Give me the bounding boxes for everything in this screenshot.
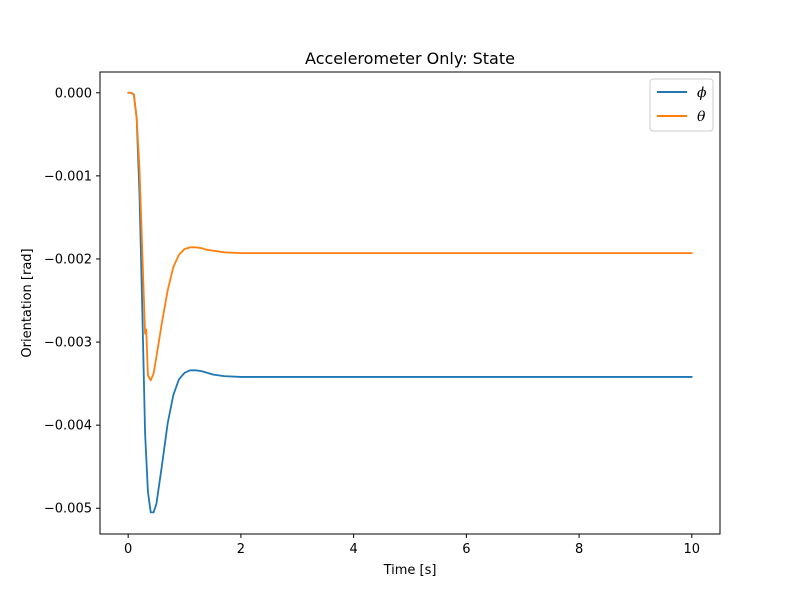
y-tick-label: −0.005 — [44, 502, 92, 517]
y-axis-ticks: 0.000 −0.001 −0.002 −0.003 −0.004 −0.005 — [44, 86, 100, 517]
x-tick-label: 10 — [684, 542, 701, 557]
legend-label-phi: ϕ — [697, 85, 707, 101]
y-tick-label: −0.003 — [44, 336, 92, 351]
x-tick-label: 0 — [124, 542, 132, 557]
series-layer — [127, 91, 693, 514]
y-tick-label: 0.000 — [55, 86, 92, 101]
x-tick-label: 4 — [349, 542, 357, 557]
plot-area — [99, 71, 721, 535]
legend: ϕ θ — [649, 78, 714, 132]
series-line-phi — [127, 91, 693, 514]
x-tick-label: 8 — [575, 542, 583, 557]
x-axis-ticks: 0 2 4 6 8 10 — [124, 534, 700, 557]
y-tick-label: −0.004 — [44, 419, 92, 434]
chart-title: Accelerometer Only: State — [305, 49, 515, 68]
legend-label-theta: θ — [697, 109, 706, 125]
y-axis-label: Orientation [rad] — [20, 248, 35, 357]
series-line-theta — [127, 91, 693, 382]
y-tick-label: −0.001 — [44, 169, 92, 184]
x-tick-label: 2 — [237, 542, 245, 557]
x-tick-label: 6 — [462, 542, 470, 557]
y-tick-label: −0.002 — [44, 252, 92, 267]
x-axis-label: Time [s] — [383, 563, 437, 578]
axes-frame — [99, 71, 721, 535]
